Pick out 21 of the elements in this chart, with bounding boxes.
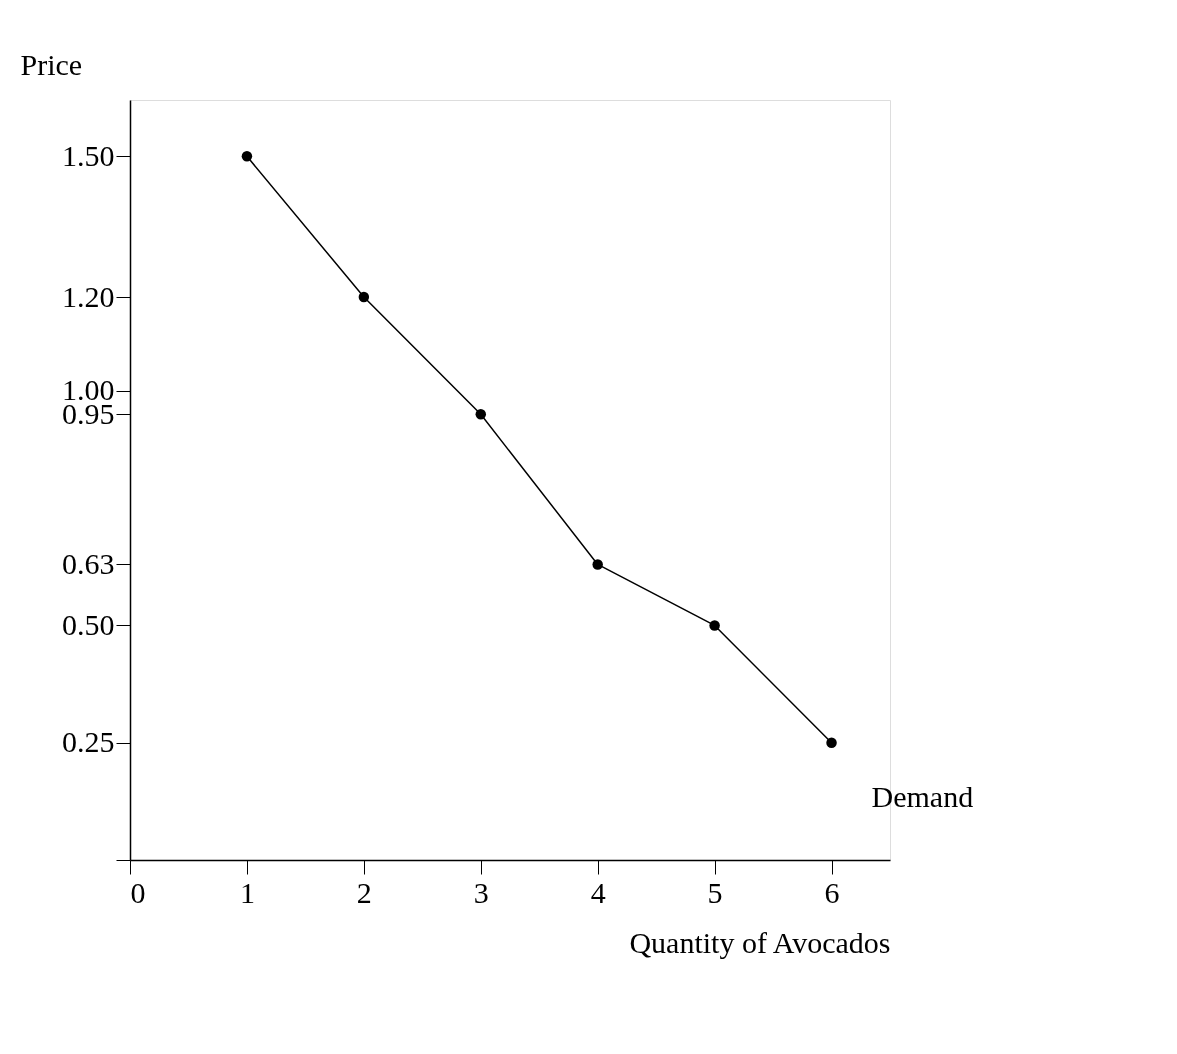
x-tick-label: 1 bbox=[239, 875, 255, 909]
x-tick-label: 0 bbox=[130, 875, 146, 909]
x-tick-label: 4 bbox=[590, 875, 606, 909]
x-axis-title: Quantity of Avocados bbox=[629, 925, 891, 959]
y-tick-label: 0.25 bbox=[62, 725, 115, 759]
x-tick-label: 3 bbox=[473, 875, 489, 909]
point bbox=[592, 559, 603, 570]
x-tick-label: 6 bbox=[824, 875, 840, 909]
x-tick-label: 5 bbox=[707, 875, 723, 909]
series-label: Demand bbox=[871, 779, 974, 813]
y-tick-label: 1.50 bbox=[62, 138, 115, 172]
x-tick-label: 2 bbox=[356, 875, 372, 909]
point bbox=[826, 737, 837, 748]
y-axis-title: Price bbox=[20, 47, 83, 81]
y-tick-label: 1.20 bbox=[62, 279, 115, 313]
point bbox=[709, 620, 720, 631]
y-tick-label: 0.50 bbox=[62, 607, 115, 641]
point bbox=[475, 409, 487, 420]
point bbox=[358, 291, 370, 303]
y-tick-label: 0.63 bbox=[62, 546, 115, 580]
point bbox=[241, 151, 253, 162]
